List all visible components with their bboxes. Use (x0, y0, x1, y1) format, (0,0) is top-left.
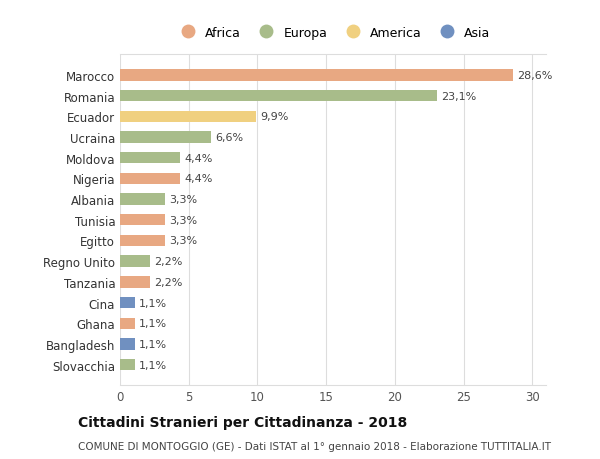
Bar (120, 112, 256, 123)
Text: 1,1%: 1,1% (139, 360, 167, 370)
Legend: Africa, Europa, America, Asia: Africa, Europa, America, Asia (170, 22, 496, 45)
Text: 4,4%: 4,4% (185, 153, 213, 163)
Text: 9,9%: 9,9% (260, 112, 289, 122)
Bar (120, 359, 135, 370)
Text: 1,1%: 1,1% (139, 298, 167, 308)
Bar (120, 132, 211, 143)
Text: 3,3%: 3,3% (169, 236, 197, 246)
Bar (120, 215, 166, 226)
Text: 1,1%: 1,1% (139, 339, 167, 349)
Bar (120, 256, 150, 267)
Text: COMUNE DI MONTOGGIO (GE) - Dati ISTAT al 1° gennaio 2018 - Elaborazione TUTTITAL: COMUNE DI MONTOGGIO (GE) - Dati ISTAT al… (78, 441, 551, 451)
Text: Cittadini Stranieri per Cittadinanza - 2018: Cittadini Stranieri per Cittadinanza - 2… (78, 415, 407, 429)
Text: 23,1%: 23,1% (442, 91, 477, 101)
Bar (120, 194, 166, 205)
Text: 28,6%: 28,6% (517, 71, 553, 81)
Bar (120, 153, 181, 164)
Text: 2,2%: 2,2% (154, 257, 183, 267)
Text: 2,2%: 2,2% (154, 277, 183, 287)
Bar (120, 235, 166, 246)
Text: 6,6%: 6,6% (215, 133, 243, 143)
Bar (120, 339, 135, 350)
Bar (120, 318, 135, 329)
Text: 3,3%: 3,3% (169, 215, 197, 225)
Bar (120, 91, 437, 102)
Text: 3,3%: 3,3% (169, 195, 197, 205)
Text: 4,4%: 4,4% (185, 174, 213, 184)
Bar (120, 70, 513, 81)
Bar (120, 277, 150, 288)
Bar (120, 297, 135, 308)
Bar (120, 174, 181, 185)
Text: 1,1%: 1,1% (139, 319, 167, 329)
